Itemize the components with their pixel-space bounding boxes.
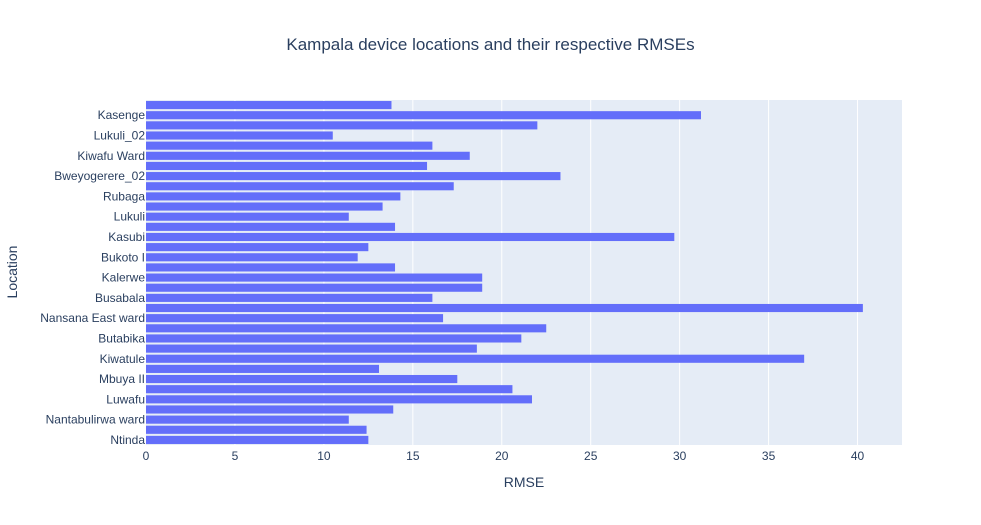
bar: [146, 161, 428, 171]
bar: [146, 273, 483, 282]
x-tick-label: 30: [673, 449, 687, 463]
bar: [146, 374, 458, 384]
bar: [146, 141, 433, 150]
bar: [146, 263, 396, 272]
x-tick-label: 40: [851, 449, 865, 463]
bar: [146, 212, 349, 221]
y-tick-label: Bweyogerere_02: [54, 169, 145, 183]
bar: [146, 385, 513, 394]
bar: [146, 151, 470, 160]
bar: [146, 324, 547, 333]
x-tick-label: 20: [495, 449, 509, 463]
y-tick-label: Lukuli_02: [94, 129, 146, 143]
bar: [146, 303, 863, 313]
y-tick-label: Kasenge: [98, 108, 146, 122]
x-tick-label: 5: [232, 449, 239, 463]
x-tick-label: 25: [584, 449, 598, 463]
y-tick-label: Nantabulirwa ward: [46, 413, 145, 427]
x-tick-label: 0: [143, 449, 150, 463]
bar: [146, 172, 561, 181]
bar: [146, 435, 369, 444]
y-tick-label: Rubaga: [103, 189, 145, 203]
bar: [146, 283, 483, 292]
y-tick-label: Kiwafu Ward: [77, 149, 145, 163]
x-tick-labels: 0 5 10 15 20 25 30 35 40: [143, 449, 865, 463]
y-tick-label: Kiwatule: [100, 352, 146, 366]
x-tick-label: 15: [406, 449, 420, 463]
bar: [146, 395, 533, 404]
y-tick-label: Lukuli: [114, 210, 145, 224]
bar: [146, 314, 444, 323]
y-tick-label: Kasubi: [108, 230, 145, 244]
x-tick-label: 35: [762, 449, 776, 463]
y-tick-label: Mbuya II: [99, 372, 145, 386]
bar: [146, 344, 477, 353]
bar: [146, 354, 805, 363]
x-tick-label: 10: [317, 449, 331, 463]
y-axis-title: Location: [4, 246, 20, 299]
y-tick-label: Nansana East ward: [40, 311, 145, 325]
bar: [146, 101, 392, 110]
bar: [146, 121, 538, 130]
bar: [146, 222, 396, 231]
bar: [146, 425, 367, 434]
bar: [146, 405, 394, 414]
bar: [146, 182, 454, 191]
x-axis-title: RMSE: [504, 474, 544, 490]
bar: [146, 334, 522, 343]
bar: [146, 202, 383, 211]
y-tick-label: Kalerwe: [102, 271, 146, 285]
bar: [146, 192, 401, 201]
bar: [146, 131, 333, 140]
bar: [146, 243, 369, 252]
y-tick-label: Bukoto I: [101, 250, 145, 264]
y-tick-label: Ntinda: [110, 433, 145, 447]
chart-title: Kampala device locations and their respe…: [286, 35, 694, 54]
y-tick-label: Luwafu: [106, 392, 145, 406]
bar: [146, 364, 380, 373]
bar: [146, 293, 433, 302]
bar: [146, 253, 358, 262]
y-tick-label: Busabala: [95, 291, 145, 305]
bar: [146, 415, 349, 424]
y-tick-label: Butabika: [98, 331, 145, 345]
bar: [146, 232, 675, 242]
bar: [146, 111, 701, 120]
y-tick-labels: Ntinda Nantabulirwa ward Luwafu Mbuya II Kiw…: [40, 108, 145, 447]
bars: [146, 101, 863, 444]
